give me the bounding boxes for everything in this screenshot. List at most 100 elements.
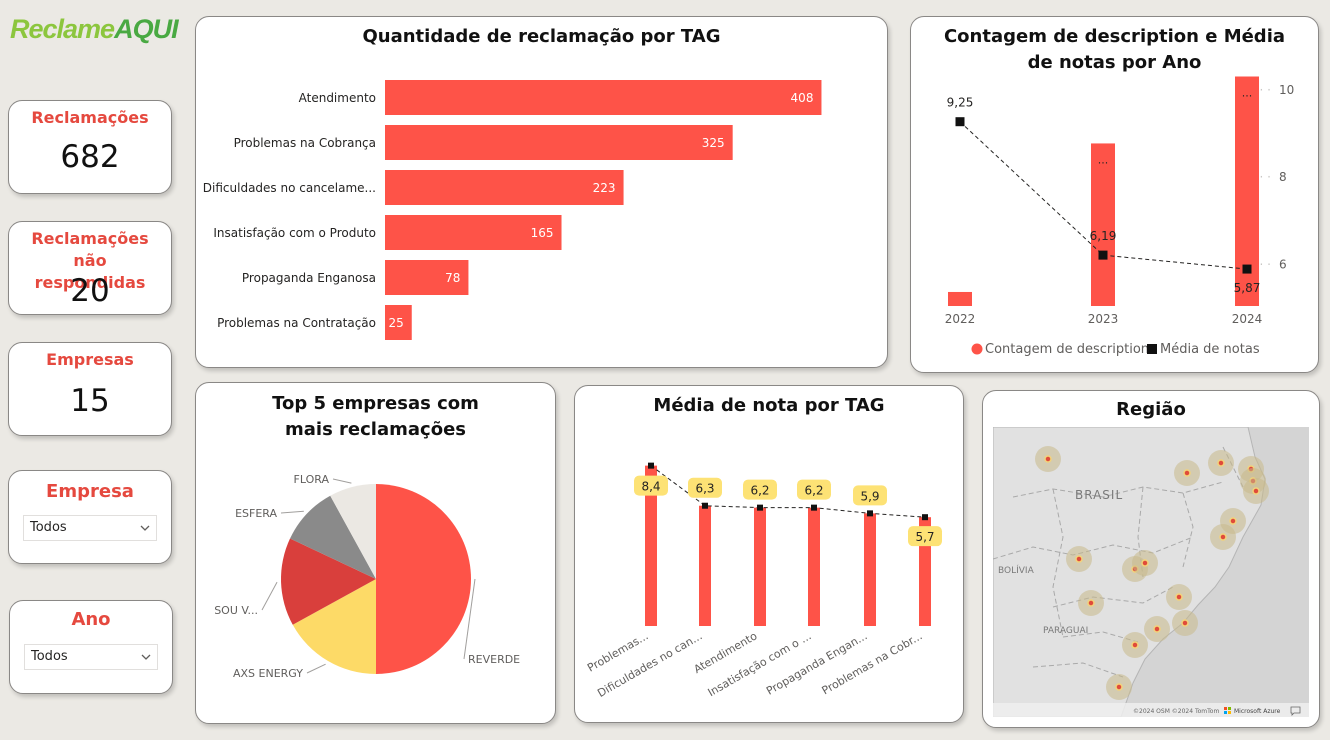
leader-line <box>280 510 304 514</box>
chart-title: Média de nota por TAG <box>653 395 885 416</box>
leader-line <box>463 578 476 660</box>
data-label: 325 <box>702 136 725 150</box>
label-background <box>797 479 831 500</box>
ano-dropdown[interactable]: Todos <box>24 644 158 670</box>
legend-marker <box>971 343 983 355</box>
map-point <box>1141 559 1149 567</box>
slicer-empresa: Empresa Todos <box>8 470 172 564</box>
map-label-bolivia: BOLÍVIA <box>998 564 1035 576</box>
slice-label: SOU V... <box>214 604 258 617</box>
line-marker <box>922 514 928 521</box>
map-point <box>1217 459 1225 467</box>
reclame-aqui-logo: ReclameAQUI <box>10 14 179 44</box>
slice-label: FLORA <box>294 473 330 486</box>
data-label: 223 <box>593 181 616 195</box>
slicer-title: Empresa <box>46 481 134 502</box>
bar <box>645 465 657 626</box>
data-label: 6,2 <box>804 484 823 498</box>
y2-tick-label: 10 <box>1279 83 1294 97</box>
bar-chart-reclamacao-por-tag: Atendimento 408 Problemas na Cobrança 325 Di… <box>203 80 822 340</box>
x-tick-label: 2023 <box>1088 312 1119 326</box>
pie-slice <box>330 484 376 579</box>
line-label: 6,19 <box>1090 229 1117 243</box>
x-tick-label: Propaganda Engan... <box>764 629 869 697</box>
bar <box>385 80 822 115</box>
map-title: Região <box>1116 399 1186 420</box>
kpi-label: Empresas <box>46 350 134 369</box>
y2-tick-mark: · · <box>1260 83 1271 97</box>
series-line <box>959 121 1248 270</box>
bar <box>754 507 766 626</box>
leader-line <box>261 581 278 611</box>
category-label: Atendimento <box>299 91 376 105</box>
y2-tick-mark: · · <box>1260 170 1271 184</box>
map-point <box>1075 555 1083 563</box>
y2-tick-mark: · · <box>1260 257 1271 271</box>
data-label: 6,3 <box>695 482 714 496</box>
line-marker <box>955 117 965 127</box>
data-label: 408 <box>791 91 814 105</box>
category-label: Problemas na Contratação <box>217 316 376 330</box>
bar <box>385 170 624 205</box>
bar <box>699 505 711 626</box>
state-borders <box>993 446 1244 678</box>
slice-label: AXS ENERGY <box>233 667 303 680</box>
line-label: 9,25 <box>947 96 974 110</box>
x-tick-label: Problemas na Cobr... <box>820 629 925 697</box>
data-label: 78 <box>445 271 460 285</box>
dropdown-value: Todos <box>31 649 68 664</box>
map-regiao[interactable]: BRASIL BOLÍVIA PARAGUAI ©2024 OSM ©2024 … <box>993 427 1309 717</box>
line-marker <box>867 510 873 517</box>
feedback-icon[interactable] <box>1290 706 1301 716</box>
line-label: 5,87 <box>1234 281 1261 295</box>
chevron-down-icon <box>140 525 150 531</box>
bar <box>385 215 562 250</box>
leader-line <box>306 663 326 674</box>
chart-card-reclamacao-por-tag: Quantidade de reclamação por TAG Atendim… <box>195 16 888 368</box>
label-background <box>634 475 668 496</box>
chart-title: Top 5 empresas com mais reclamações <box>272 393 479 440</box>
chevron-down-icon <box>141 654 151 660</box>
data-label: 6,2 <box>750 484 769 498</box>
y2-tick-label: 8 <box>1279 170 1287 184</box>
chart-card-media-por-tag: Média de nota por TAG 8,4 6,3 6,2 6,2 5,9 5,7… <box>574 385 964 723</box>
bar <box>385 260 469 295</box>
kpi-card-nao-respondidas: Reclamações não respondidas 20 <box>8 221 172 315</box>
legend-label: Contagem de description <box>985 342 1149 357</box>
y2-tick-label: 6 <box>1279 257 1287 271</box>
bar-label: ... <box>1242 87 1253 100</box>
x-tick-label: 2022 <box>945 312 976 326</box>
label-background <box>688 477 722 498</box>
legend-marker <box>1147 344 1157 354</box>
map-provider: Microsoft Azure <box>1234 708 1281 715</box>
category-label: Problemas na Cobrança <box>234 136 376 150</box>
map-point <box>1183 469 1191 477</box>
map-point <box>1087 599 1095 607</box>
line-marker <box>648 462 654 469</box>
bar <box>948 291 972 306</box>
data-label: 5,9 <box>860 489 879 503</box>
map-point <box>1175 593 1183 601</box>
data-label: 25 <box>388 316 403 330</box>
kpi-value: 15 <box>70 383 110 419</box>
data-label: 165 <box>531 226 554 240</box>
label-background <box>853 485 887 506</box>
map-point <box>1219 533 1227 541</box>
leader-line <box>332 478 352 484</box>
pie-slice <box>292 579 376 674</box>
data-label: 5,7 <box>915 530 934 544</box>
map-point <box>1153 625 1161 633</box>
map-label-paraguai: PARAGUAI <box>1043 626 1088 636</box>
empresa-dropdown[interactable]: Todos <box>23 515 157 541</box>
kpi-card-reclamacoes: Reclamações 682 <box>8 100 172 194</box>
bar <box>808 507 820 626</box>
slicer-title: Ano <box>71 609 111 630</box>
pie-slice <box>281 538 376 625</box>
bar <box>385 305 412 340</box>
map-attribution: ©2024 OSM ©2024 TomTom <box>1133 708 1219 715</box>
map-card-regiao: Região BRASIL BOLÍVIA PARAGUAI ©2024 OSM… <box>982 390 1320 728</box>
kpi-value: 682 <box>60 139 120 175</box>
data-label: 8,4 <box>641 480 660 494</box>
category-label: Dificuldades no cancelame... <box>203 181 376 195</box>
chart-card-top5-empresas: Top 5 empresas com mais reclamações REVE… <box>195 382 556 724</box>
